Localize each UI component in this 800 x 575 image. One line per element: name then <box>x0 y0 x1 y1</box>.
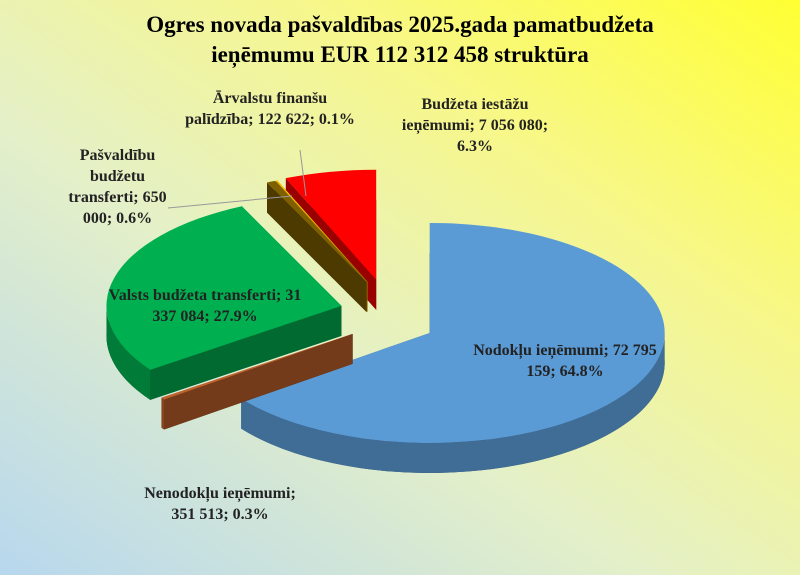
label-part: Pašvaldību budžetu transferti <box>68 147 156 206</box>
label-part: 64.8% <box>559 363 604 380</box>
chart-title: Ogres novada pašvaldības 2025.gada pamat… <box>146 12 654 67</box>
label-part: 6.3% <box>457 138 493 155</box>
label-part: ; <box>290 485 296 502</box>
label-part: 650 000 <box>82 189 167 227</box>
pie-slice <box>266 180 367 313</box>
label-part: Nenodokļu ieņēmumi <box>144 485 291 502</box>
label-part: 351 513 <box>171 506 224 523</box>
label-part: 27.9% <box>213 308 258 325</box>
slice-top <box>285 169 377 280</box>
slice-top <box>275 180 368 282</box>
label-part: ; <box>469 117 475 134</box>
data-label: Valsts budžeta transferti; 31 337 084; 2… <box>100 285 310 327</box>
slice-side <box>161 333 353 428</box>
label-part: ; <box>133 189 139 206</box>
slice-top <box>106 206 342 370</box>
label-part: Ārvalstu finanšu palīdzība <box>185 90 328 128</box>
slice-side <box>150 305 342 400</box>
label-part: Valsts budžeta transferti <box>108 287 277 304</box>
pie-slice <box>106 206 342 400</box>
label-part: 0.3% <box>232 506 269 523</box>
label-part: ; <box>542 117 549 134</box>
slice-wall <box>241 332 665 473</box>
label-part: 0.6% <box>116 210 153 227</box>
slice-side <box>274 180 367 313</box>
pie-slice <box>241 222 665 473</box>
label-part: 31 337 084 <box>152 287 302 325</box>
leader-line <box>299 149 307 197</box>
data-label: Nodokļu ieņēmumi; 72 795 159; 64.8% <box>470 340 660 382</box>
label-part: 122 622 <box>257 111 310 128</box>
data-label: Ārvalstu finanšu palīdzība; 122 622; 0.1… <box>185 88 355 130</box>
label-part: ; <box>204 308 210 325</box>
label-part: Nodokļu ieņēmumi <box>473 342 604 359</box>
slice-wall <box>161 397 165 430</box>
label-part: 72 795 159 <box>526 342 657 380</box>
label-part: ; <box>276 287 282 304</box>
label-part: ; <box>223 506 229 523</box>
label-part: 0.1% <box>318 111 355 128</box>
label-part: Budžeta iestāžu ieņēmumi <box>401 96 529 134</box>
data-label: Nenodokļu ieņēmumi; 351 513; 0.3% <box>140 483 300 525</box>
label-part: ; <box>309 111 315 128</box>
label-part: ; <box>603 342 609 359</box>
slice-wall <box>106 305 151 400</box>
pie-slice <box>161 333 353 430</box>
leader-line <box>167 195 293 209</box>
data-label: Pašvaldību budžetu transferti; 650 000; … <box>55 145 180 229</box>
label-part: ; <box>248 111 254 128</box>
label-part: ; <box>550 363 556 380</box>
slice-top <box>241 222 665 443</box>
data-label: Budžeta iestāžu ieņēmumi; 7 056 080; 6.3… <box>400 94 550 157</box>
label-part: ; <box>106 210 113 227</box>
slice-top <box>161 333 353 400</box>
label-part: 7 056 080 <box>478 117 543 134</box>
slice-top <box>266 180 367 283</box>
